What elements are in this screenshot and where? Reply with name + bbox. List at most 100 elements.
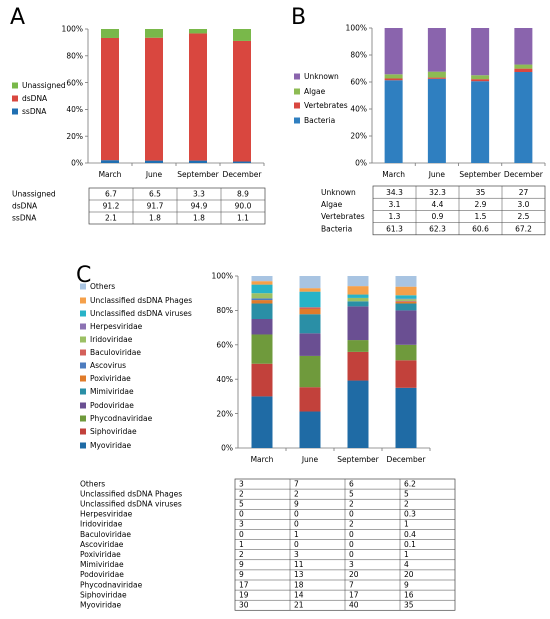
legend-swatch-c	[80, 375, 86, 382]
bar-segment-c	[395, 310, 417, 345]
table-row-label-b: Vertebrates	[321, 212, 365, 221]
table-cell-c: 21	[294, 600, 304, 609]
bar-segment-b	[427, 77, 446, 79]
bar-segment-c	[347, 286, 369, 295]
bar-segment-b	[514, 68, 533, 73]
bar-segment-c	[251, 334, 273, 364]
bar-segment-c	[299, 288, 321, 292]
table-cell-b: 3.0	[518, 200, 530, 209]
legend-swatch-b	[294, 102, 300, 109]
table-cell-c: 7	[294, 479, 299, 488]
bar-segment-c	[251, 303, 273, 319]
legend-swatch-c	[80, 323, 86, 330]
table-cell-a: 1.8	[193, 214, 205, 223]
table-row-label-c: Myoviridae	[80, 600, 122, 609]
table-cell-b: 34.3	[386, 188, 403, 197]
table-cell-c: 7	[349, 580, 354, 589]
y-tick-label-b: 60%	[350, 78, 367, 87]
table-cell-c: 2	[349, 520, 354, 529]
legend-swatch-c	[80, 428, 86, 435]
table-cell-c: 2	[239, 550, 244, 559]
bar-segment-b	[427, 78, 446, 163]
table-cell-c: 0.3	[404, 510, 416, 519]
bar-segment-c	[347, 297, 369, 302]
table-cell-c: 9	[294, 499, 299, 508]
table-row-label-c: Siphoviridae	[80, 590, 127, 599]
bar-segment-c	[347, 351, 369, 381]
table-cell-c: 1	[404, 550, 409, 559]
table-cell-c: 0	[349, 550, 354, 559]
legend-label-c: Unclassified dsDNA Phages	[90, 296, 192, 305]
bar-segment-c	[347, 294, 369, 298]
table-row-label-c: Unclassified dsDNA Phages	[80, 489, 182, 498]
bar-segment-c	[395, 286, 417, 296]
legend-label-c: Baculoviridae	[90, 348, 141, 357]
table-cell-c: 13	[294, 570, 304, 579]
bar-segment-c	[395, 298, 417, 300]
table-cell-c: 5	[239, 499, 244, 508]
bar-segment-b	[427, 28, 446, 72]
table-cell-c: 2	[294, 489, 299, 498]
table-cell-b: 60.6	[472, 224, 489, 233]
y-tick-label-c: 80%	[216, 306, 233, 315]
bar-segment-c	[299, 276, 321, 289]
table-cell-c: 1	[294, 530, 299, 539]
bar-segment-c	[299, 387, 321, 412]
bar-segment-c	[395, 301, 417, 304]
table-cell-c: 0	[294, 540, 299, 549]
y-tick-label-a: 80%	[66, 52, 83, 61]
bar-segment-a	[233, 40, 251, 162]
table-cell-c: 0.1	[404, 540, 416, 549]
table-cell-c: 0	[349, 530, 354, 539]
y-tick-label-a: 100%	[62, 25, 83, 34]
table-cell-c: 40	[349, 600, 359, 609]
legend-swatch-c	[80, 336, 86, 343]
legend-label-a: ssDNA	[22, 107, 47, 116]
bar-segment-c	[299, 333, 321, 356]
legend-label-c: Others	[90, 282, 115, 291]
table-cell-c: 0	[294, 520, 299, 529]
bar-segment-c	[251, 276, 273, 282]
legend-label-a: Unassigned	[22, 81, 66, 90]
bar-segment-c	[251, 293, 273, 299]
table-row-label-c: Ascoviridae	[80, 540, 124, 549]
bar-segment-a	[101, 29, 119, 38]
legend-label-c: Ascovirus	[90, 361, 126, 370]
table-cell-c: 3	[239, 520, 244, 529]
table-cell-a: 91.7	[147, 202, 164, 211]
x-tick-label-c: March	[251, 455, 274, 464]
legend-swatch-c	[80, 415, 86, 422]
x-tick-label-b: June	[428, 170, 446, 179]
table-cell-c: 0.4	[404, 530, 416, 539]
bar-segment-b	[427, 71, 446, 78]
bar-segment-b	[384, 80, 403, 163]
table-cell-a: 6.7	[105, 190, 117, 199]
table-cell-b: 62.3	[429, 224, 446, 233]
table-row-label-c: Iridoviridae	[80, 520, 123, 529]
bar-segment-a	[233, 161, 251, 163]
legend-label-c: Myoviridae	[90, 441, 132, 450]
y-tick-label-a: 60%	[66, 78, 83, 87]
table-cell-c: 19	[239, 590, 249, 599]
bar-segment-c	[251, 281, 273, 285]
y-tick-label-b: 80%	[350, 51, 367, 60]
table-cell-c: 0	[349, 540, 354, 549]
legend-swatch-c	[80, 297, 86, 304]
table-row-label-c: Mimiviridae	[80, 560, 124, 569]
y-tick-label-c: 20%	[216, 409, 233, 418]
table-cell-c: 11	[294, 560, 304, 569]
table-cell-c: 2	[349, 499, 354, 508]
bar-segment-a	[145, 160, 163, 163]
y-tick-label-c: 40%	[216, 375, 233, 384]
table-cell-b: 1.3	[389, 212, 401, 221]
table-cell-c: 5	[349, 489, 354, 498]
panel-label-a: A	[10, 5, 25, 30]
bar-segment-a	[145, 29, 163, 38]
table-cell-b: 1.5	[475, 212, 487, 221]
table-cell-a: 1.1	[237, 214, 249, 223]
table-cell-c: 0	[294, 510, 299, 519]
legend-label-b: Algae	[304, 87, 326, 96]
table-cell-b: 35	[476, 188, 486, 197]
y-tick-label-c: 100%	[212, 272, 233, 281]
y-tick-label-b: 40%	[350, 105, 367, 114]
